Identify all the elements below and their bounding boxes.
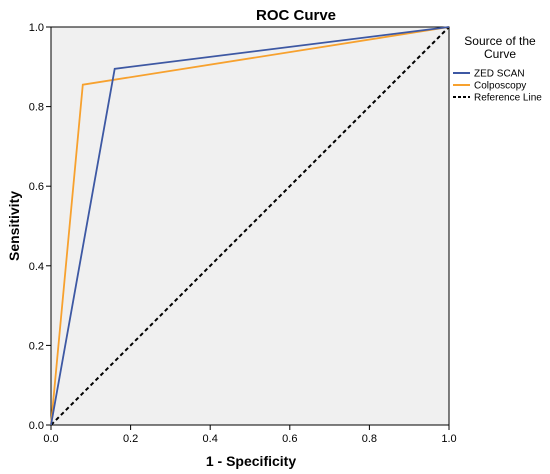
y-tick-label: 0.2	[29, 340, 44, 352]
series-lines	[50, 26, 450, 426]
chart-title: ROC Curve	[256, 7, 336, 24]
legend-title-line2: Curve	[484, 47, 516, 61]
x-tick-label: 0.8	[362, 433, 377, 445]
y-axis-title: Sensitivity	[6, 191, 22, 261]
legend-label: ZED SCAN	[474, 69, 525, 80]
y-tick-label: 0.0	[29, 420, 44, 432]
legend-title-line1: Source of the	[464, 34, 536, 48]
series-line-zed-scan	[50, 26, 450, 426]
x-tick-label: 0.4	[203, 433, 218, 445]
legend: Source of the Curve ZED SCANColposcopyRe…	[453, 34, 542, 104]
y-tick-label: 0.6	[29, 181, 44, 193]
x-axis-ticks: 0.0 0.2 0.4 0.6 0.8 1.0	[43, 425, 457, 445]
x-tick-label: 0.0	[43, 433, 58, 445]
y-tick-label: 0.4	[29, 261, 44, 273]
series-line-colposcopy	[50, 26, 450, 426]
series-line-reference-line	[50, 26, 450, 426]
y-tick-label: 0.8	[29, 102, 44, 114]
x-tick-label: 1.0	[441, 433, 456, 445]
x-tick-label: 0.6	[282, 433, 297, 445]
x-axis-title: 1 - Specificity	[206, 453, 296, 469]
y-tick-label: 1.0	[29, 22, 44, 34]
y-axis-ticks: 0.0 0.2 0.4 0.6 0.8 1.0	[29, 22, 51, 432]
legend-label: Colposcopy	[474, 81, 526, 92]
x-tick-label: 0.2	[123, 433, 138, 445]
legend-label: Reference Line	[474, 93, 542, 104]
